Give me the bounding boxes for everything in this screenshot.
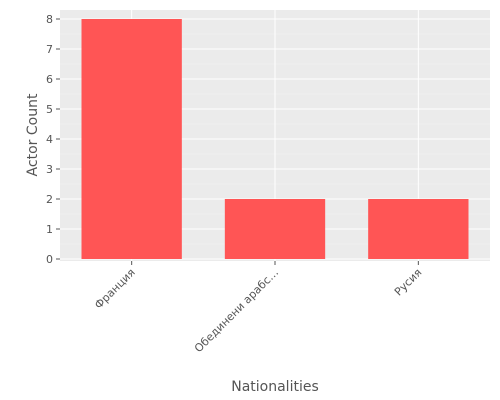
- y-tick-label: 5: [46, 103, 53, 116]
- y-tick-label: 6: [46, 73, 53, 86]
- y-axis-ticks: 0 1 2 3 4 5 6 7 8: [46, 13, 60, 266]
- y-tick-label: 0: [46, 253, 53, 266]
- bar: [224, 199, 326, 259]
- y-tick-label: 8: [46, 13, 53, 26]
- bars: [81, 19, 469, 259]
- bar: [368, 199, 469, 259]
- y-tick-label: 7: [46, 43, 53, 56]
- y-tick-label: 3: [46, 163, 53, 176]
- y-tick-label: 1: [46, 223, 53, 236]
- y-tick-label: 4: [46, 133, 53, 146]
- x-tick-label: Русия: [392, 266, 425, 299]
- bar: [81, 19, 182, 259]
- y-tick-label: 2: [46, 193, 53, 206]
- x-axis-title: Nationalities: [231, 379, 319, 395]
- x-tick-label: Франция: [92, 266, 138, 312]
- y-axis-title: Actor Count: [25, 93, 41, 176]
- x-axis-ticks: Франция Обединени арабс… Русия: [92, 261, 424, 355]
- x-tick-label: Обединени арабс…: [192, 266, 281, 355]
